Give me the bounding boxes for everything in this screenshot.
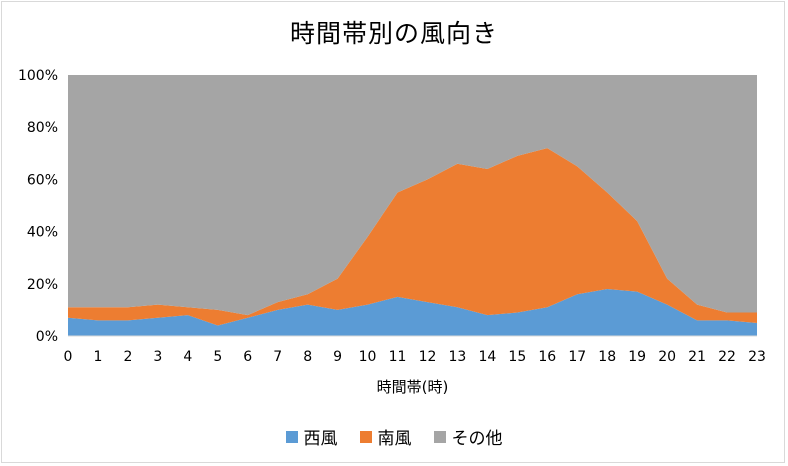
x-tick-label: 4 (183, 349, 192, 365)
x-tick-label: 0 (64, 349, 73, 365)
x-tick-label: 17 (568, 349, 586, 365)
legend-swatch (359, 430, 372, 443)
legend-label: 西風 (303, 429, 338, 449)
x-tick-label: 6 (243, 349, 252, 365)
x-tick-label: 1 (93, 349, 102, 365)
x-tick-label: 20 (658, 349, 676, 365)
legend-item-1: 南風 (359, 424, 412, 449)
chart-legend: 西風 南風 その他 (0, 424, 788, 449)
legend-item-2: その他 (433, 424, 503, 449)
x-tick-label: 12 (419, 349, 437, 365)
x-tick-label: 19 (628, 349, 646, 365)
x-tick-label: 18 (598, 349, 616, 365)
x-tick-label: 14 (478, 349, 496, 365)
x-axis-title: 時間帯(時) (377, 378, 449, 396)
x-tick-label: 3 (153, 349, 162, 365)
legend-swatch (285, 430, 298, 443)
x-tick-label: 11 (389, 349, 407, 365)
y-tick-label: 100% (18, 68, 58, 84)
y-tick-label: 80% (27, 120, 58, 136)
area-series-1 (68, 148, 757, 326)
x-tick-label: 15 (508, 349, 526, 365)
x-tick-label: 8 (303, 349, 312, 365)
y-tick-label: 20% (27, 277, 58, 293)
legend-item-0: 西風 (285, 424, 338, 449)
x-tick-label: 9 (333, 349, 342, 365)
chart-title: 時間帯別の風向き (289, 19, 498, 48)
x-tick-label: 13 (449, 349, 467, 365)
y-tick-label: 60% (27, 172, 58, 188)
y-tick-label: 0% (36, 329, 58, 345)
x-tick-label: 16 (538, 349, 556, 365)
legend-label: その他 (451, 429, 503, 449)
x-tick-label: 2 (123, 349, 132, 365)
x-tick-label: 23 (748, 349, 766, 365)
legend-swatch (433, 430, 446, 443)
y-tick-label: 40% (27, 225, 58, 241)
x-tick-label: 10 (359, 349, 377, 365)
x-tick-label: 21 (688, 349, 706, 365)
x-tick-label: 5 (213, 349, 222, 365)
area-series-2 (68, 75, 757, 316)
x-tick-label: 22 (718, 349, 736, 365)
legend-label: 南風 (377, 429, 412, 449)
x-tick-label: 7 (273, 349, 282, 365)
area-series-0 (68, 289, 757, 336)
